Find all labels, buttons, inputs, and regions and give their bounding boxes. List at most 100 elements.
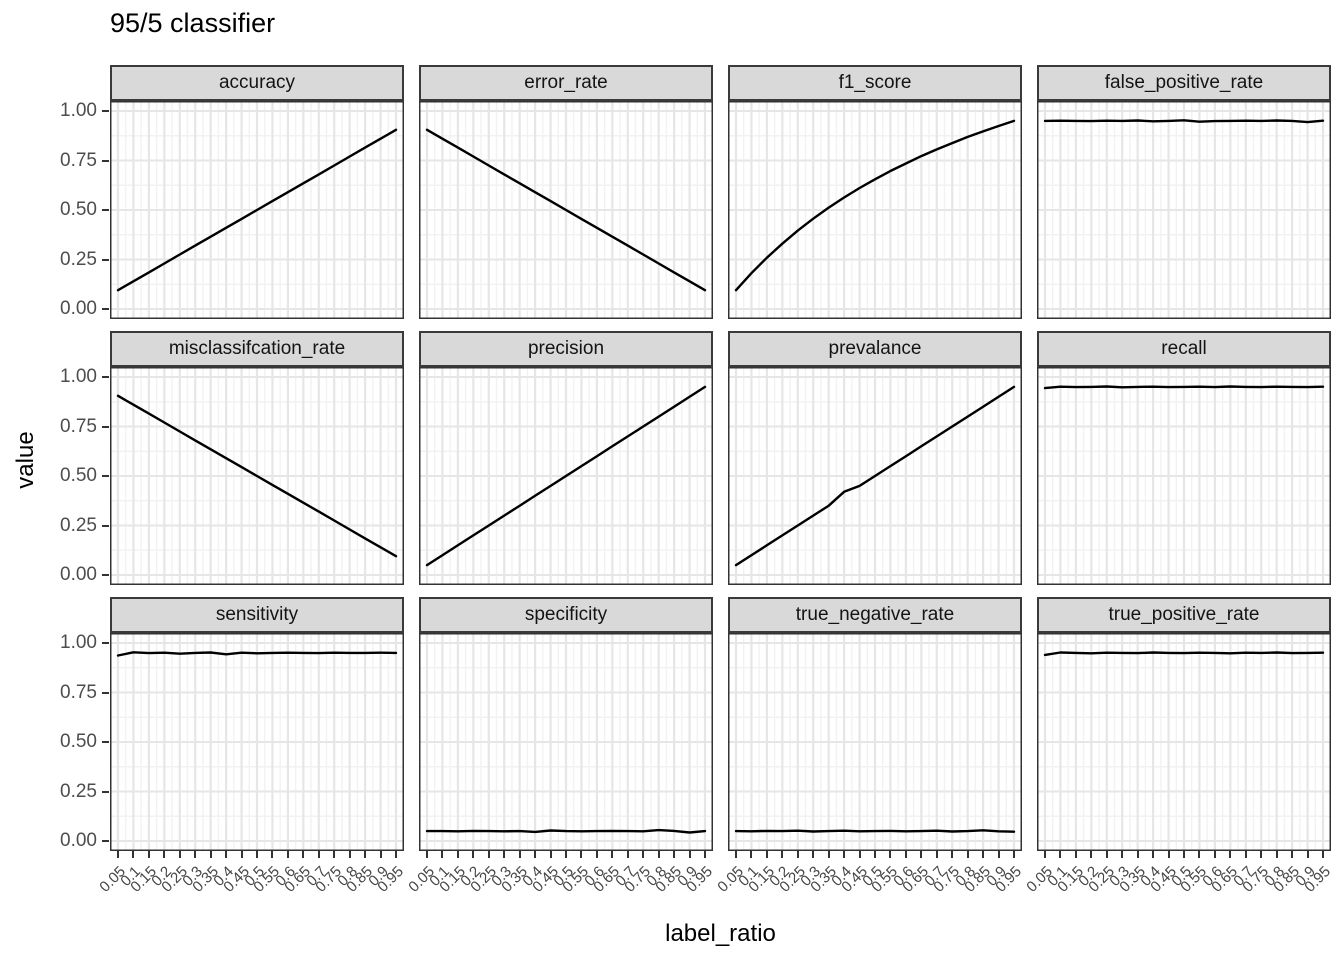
- y-tick-label: 0.00: [60, 298, 97, 319]
- facet-false_positive_rate: false_positive_rate: [1037, 65, 1331, 319]
- facet-prevalance: prevalance: [728, 331, 1022, 585]
- y-tick-label: 0.75: [60, 415, 97, 437]
- x-tick-mark: [117, 851, 119, 858]
- facet-panel: [1037, 101, 1331, 319]
- x-tick-mark: [163, 851, 166, 858]
- x-tick-mark: [920, 851, 923, 858]
- facet-panel: [110, 101, 404, 319]
- x-tick-mark: [935, 851, 938, 858]
- x-tick-mark: [225, 851, 228, 858]
- x-tick-mark: [951, 851, 954, 858]
- x-tick-mark: [456, 851, 459, 858]
- y-tick-mark: [102, 574, 109, 576]
- x-tick-mark: [534, 851, 537, 858]
- panel-border: [728, 367, 1022, 585]
- x-tick-mark: [1260, 851, 1263, 858]
- facet-strip: misclassifcation_rate: [110, 331, 404, 367]
- x-tick-mark: [348, 851, 351, 858]
- facet-panel: [110, 633, 404, 851]
- x-tick-mark: [827, 851, 830, 858]
- x-tick-mark: [364, 851, 367, 858]
- facet-strip-label: accuracy: [218, 72, 296, 93]
- x-tick-mark: [1229, 851, 1232, 858]
- panel-canvas: [419, 367, 713, 585]
- y-tick-mark: [102, 425, 109, 428]
- y-tick-label: 1.00: [60, 632, 97, 653]
- data-line: [734, 119, 1016, 292]
- y-tick-mark: [102, 691, 109, 694]
- x-tick-mark: [1152, 851, 1155, 858]
- panel-border: [1037, 367, 1331, 585]
- data-line: [425, 828, 707, 834]
- data-line: [116, 394, 398, 558]
- facet-strip: f1_score: [728, 65, 1022, 101]
- panel-border: [419, 101, 713, 319]
- y-tick-mark: [102, 209, 109, 211]
- y-tick-mark: [102, 790, 109, 793]
- facet-strip: sensitivity: [110, 597, 404, 633]
- x-tick-mark: [549, 851, 552, 858]
- y-tick-label: 0.00: [60, 830, 97, 851]
- facet-strip-label: error_rate: [524, 72, 608, 93]
- x-tick-mark: [565, 851, 567, 858]
- x-tick-mark: [518, 851, 521, 858]
- panel-border: [110, 367, 404, 585]
- facet-grid: accuracy 1.00 0.75 0.50 0.25 0.00 error_rate f1…: [60, 65, 1334, 896]
- x-tick-mark: [209, 851, 212, 858]
- x-tick-mark: [595, 851, 598, 858]
- facet-panel: [1037, 633, 1331, 851]
- x-tick-mark: [1306, 851, 1309, 858]
- panel-canvas: [110, 367, 404, 585]
- y-tick-label: 0.25: [60, 514, 97, 536]
- y-tick-label: 0.25: [60, 248, 97, 270]
- y-tick-mark: [102, 308, 109, 310]
- facet-true_negative_rate: true_negative_rate 0.05 0.1 0.15 0.2 0.25 0.3 0…: [714, 597, 1025, 896]
- facet-strip: true_negative_rate: [728, 597, 1022, 633]
- y-tick-label: 1.00: [60, 100, 97, 121]
- x-tick-mark: [1213, 851, 1216, 858]
- facet-error_rate: error_rate: [419, 65, 713, 319]
- data-line: [425, 385, 707, 567]
- x-tick-mark: [426, 851, 428, 858]
- y-tick-label: 1.00: [60, 366, 97, 387]
- data-line: [1043, 651, 1325, 657]
- data-line: [1043, 119, 1325, 124]
- panel-border: [1037, 633, 1331, 851]
- x-tick-mark: [1291, 851, 1294, 858]
- facet-specificity: specificity 0.05 0.1 0.15 0.2 0.25 0.3 0.35 0.4 0…: [405, 597, 716, 896]
- x-tick-mark: [904, 851, 907, 858]
- panel-border: [110, 101, 404, 319]
- facet-accuracy: accuracy 1.00 0.75 0.50 0.25 0.00: [60, 65, 404, 319]
- facet-sensitivity: sensitivity 1.00 0.75 0.50 0.25 0.00 0.05 0.1 0.…: [60, 597, 407, 896]
- facet-panel: [419, 367, 713, 585]
- facet-strip-label: misclassifcation_rate: [168, 338, 346, 359]
- x-tick-mark: [688, 851, 691, 858]
- panel-border: [1037, 101, 1331, 319]
- panel-border: [419, 633, 713, 851]
- data-line: [116, 128, 398, 292]
- x-tick-mark: [796, 851, 799, 858]
- x-tick-mark: [858, 851, 861, 858]
- y-tick-label: 0.75: [60, 681, 97, 703]
- y-tick-mark: [102, 110, 109, 112]
- y-tick-label: 0.50: [60, 731, 97, 752]
- facet-strip-label: specificity: [524, 604, 608, 625]
- x-tick-mark: [812, 851, 815, 858]
- facet-panel: [728, 367, 1022, 585]
- x-tick-mark: [781, 851, 784, 858]
- x-tick-mark: [1074, 851, 1077, 858]
- x-tick-mark: [1322, 851, 1324, 858]
- x-tick-mark: [1198, 851, 1201, 858]
- y-tick-mark: [102, 741, 109, 743]
- facet-strip-label: true_positive_rate: [1108, 604, 1260, 625]
- data-line: [1043, 385, 1325, 390]
- x-tick-mark: [704, 851, 706, 858]
- facet-precision: precision: [419, 331, 713, 585]
- facet-panel: [110, 367, 404, 585]
- panel-border: [728, 101, 1022, 319]
- y-tick-label: 0.25: [60, 780, 97, 802]
- panel-canvas: [1037, 367, 1331, 585]
- x-tick-mark: [765, 851, 768, 858]
- x-tick-mark: [1136, 851, 1139, 858]
